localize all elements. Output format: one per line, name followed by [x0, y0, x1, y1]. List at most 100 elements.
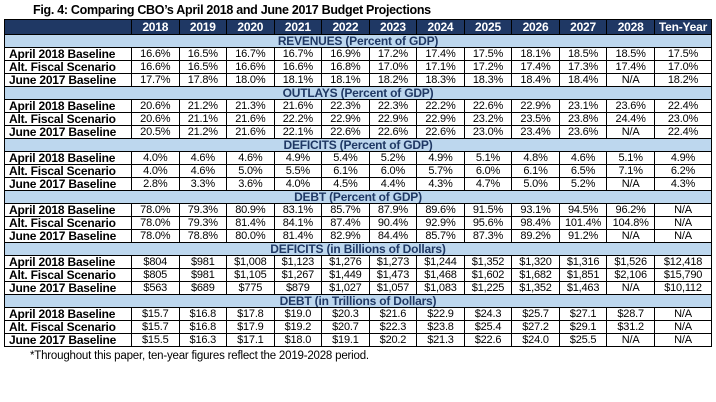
- section-header-row: DEBT (in Trillions of Dollars): [4, 294, 712, 308]
- data-row: April 2018 Baseline 4.0% 4.6% 4.6% 4.9% 5.4% 5…: [4, 151, 712, 165]
- data-cell: 23.2%: [463, 112, 513, 126]
- section-header-row: REVENUES (Percent of GDP): [4, 34, 712, 48]
- row-label: June 2017 Baseline: [4, 333, 132, 347]
- data-cell: 23.0%: [463, 125, 513, 139]
- data-cell: 22.6%: [321, 125, 370, 139]
- data-cell: $1,276: [321, 255, 370, 269]
- data-cell: $23.8: [416, 320, 465, 334]
- data-cell: 18.5%: [558, 47, 608, 61]
- data-cell: 6.2%: [654, 164, 712, 178]
- data-cell: 21.6%: [226, 125, 275, 139]
- data-cell: $1,320: [511, 255, 560, 269]
- data-cell: 16.8%: [321, 60, 370, 74]
- data-cell: 5.0%: [226, 164, 275, 178]
- data-cell: $27.1: [558, 307, 608, 321]
- data-row: Alt. Fiscal Scenario 4.0% 4.6% 5.0% 5.5% 6.1%…: [4, 164, 712, 178]
- section-header: REVENUES (Percent of GDP): [4, 34, 712, 48]
- data-cell: 81.4%: [273, 229, 323, 243]
- data-cell: 6.5%: [558, 164, 608, 178]
- row-label: April 2018 Baseline: [4, 151, 132, 165]
- data-cell: 87.3%: [463, 229, 513, 243]
- section-header-row: DEBT (Percent of GDP): [4, 190, 712, 204]
- section-header-row: DEFICITS (Percent of GDP): [4, 138, 712, 152]
- data-cell: 5.4%: [321, 151, 370, 165]
- data-cell: 2.8%: [131, 177, 180, 191]
- data-cell: $17.1: [226, 333, 275, 347]
- data-cell: $25.7: [511, 307, 560, 321]
- data-cell: $775: [226, 281, 275, 295]
- data-cell: 4.3%: [416, 177, 465, 191]
- data-cell: 18.2%: [368, 73, 418, 87]
- data-cell: $1,083: [416, 281, 465, 295]
- data-cell: 16.6%: [273, 60, 323, 74]
- section-header-row: OUTLAYS (Percent of GDP): [4, 86, 712, 100]
- data-cell: 16.6%: [226, 60, 275, 74]
- data-cell: 22.6%: [368, 125, 418, 139]
- data-cell: 23.6%: [558, 125, 608, 139]
- data-cell: 89.6%: [416, 203, 465, 217]
- data-cell: 4.3%: [654, 177, 712, 191]
- data-cell: 16.6%: [131, 60, 180, 74]
- data-cell: $16.8: [178, 320, 228, 334]
- data-cell: 22.9%: [368, 112, 418, 126]
- data-cell: 3.6%: [226, 177, 275, 191]
- data-cell: $20.7: [321, 320, 370, 334]
- row-label: June 2017 Baseline: [4, 125, 132, 139]
- data-row: June 2017 Baseline 2.8% 3.3% 3.6% 4.0% 4.5% 4.…: [4, 177, 712, 191]
- data-cell: $20.2: [368, 333, 418, 347]
- data-cell: 4.9%: [273, 151, 323, 165]
- data-cell: 18.4%: [558, 73, 608, 87]
- data-cell: 22.3%: [321, 99, 370, 113]
- data-cell: 104.8%: [606, 216, 655, 230]
- data-cell: $25.5: [558, 333, 608, 347]
- data-cell: 87.4%: [321, 216, 370, 230]
- data-cell: 85.7%: [321, 203, 370, 217]
- data-cell: 79.3%: [178, 216, 228, 230]
- data-cell: $28.7: [606, 307, 655, 321]
- data-cell: 5.7%: [416, 164, 465, 178]
- data-cell: 6.1%: [321, 164, 370, 178]
- data-cell: 16.7%: [226, 47, 275, 61]
- data-cell: $1,273: [368, 255, 418, 269]
- data-cell: 16.5%: [178, 60, 228, 74]
- data-cell: 18.0%: [226, 73, 275, 87]
- data-cell: 95.6%: [463, 216, 513, 230]
- data-row: April 2018 Baseline 16.6% 16.5% 16.7% 16.7% 1…: [4, 47, 712, 61]
- row-label: Alt. Fiscal Scenario: [4, 320, 132, 334]
- data-cell: $15.7: [131, 320, 180, 334]
- data-cell: 23.0%: [654, 112, 712, 126]
- row-label: April 2018 Baseline: [4, 47, 132, 61]
- data-cell: 4.8%: [511, 151, 560, 165]
- data-cell: N/A: [654, 333, 712, 347]
- data-cell: $19.2: [273, 320, 323, 334]
- data-cell: N/A: [606, 73, 655, 87]
- data-cell: N/A: [654, 203, 712, 217]
- data-cell: 21.6%: [273, 99, 323, 113]
- data-cell: 4.6%: [558, 151, 608, 165]
- data-row: June 2017 Baseline 17.7% 17.8% 18.0% 18.1% 18…: [4, 73, 712, 87]
- data-cell: 4.9%: [654, 151, 712, 165]
- data-cell: 83.1%: [273, 203, 323, 217]
- data-cell: 4.5%: [321, 177, 370, 191]
- data-cell: 4.9%: [416, 151, 465, 165]
- year-column-header: 2019: [178, 19, 228, 35]
- data-cell: $19.1: [321, 333, 370, 347]
- data-cell: 78.0%: [131, 203, 180, 217]
- year-column-header: 2022: [321, 19, 370, 35]
- data-cell: 22.6%: [416, 125, 465, 139]
- data-cell: $804: [131, 255, 180, 269]
- data-cell: 16.6%: [131, 47, 180, 61]
- data-cell: 89.2%: [511, 229, 560, 243]
- tenyear-column-header: Ten-Year: [654, 19, 712, 35]
- data-cell: $1,526: [606, 255, 655, 269]
- row-label: Alt. Fiscal Scenario: [4, 60, 132, 74]
- data-cell: 17.3%: [558, 60, 608, 74]
- figure-page: Fig. 4: Comparing CBO’s April 2018 and J…: [4, 3, 712, 362]
- data-cell: $1,682: [511, 268, 560, 282]
- data-cell: 6.0%: [368, 164, 418, 178]
- row-label: June 2017 Baseline: [4, 73, 132, 87]
- data-cell: $22.3: [368, 320, 418, 334]
- data-cell: 7.1%: [606, 164, 655, 178]
- data-cell: 18.1%: [321, 73, 370, 87]
- data-cell: 18.3%: [463, 73, 513, 87]
